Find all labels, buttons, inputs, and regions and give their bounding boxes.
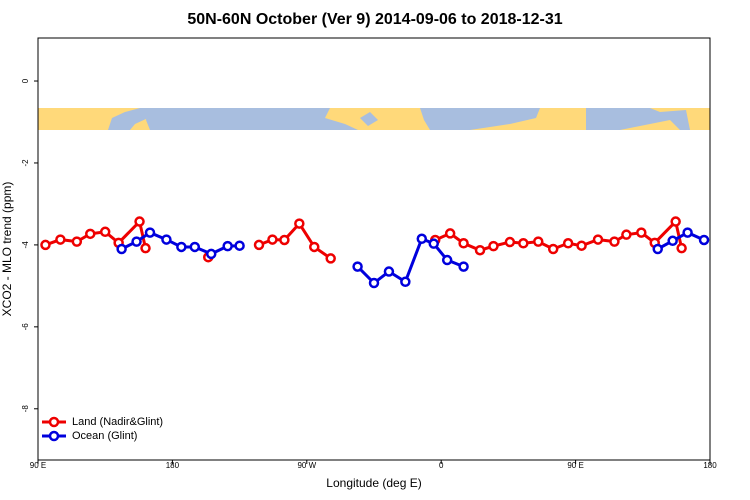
data-point <box>131 236 142 247</box>
data-point <box>636 227 647 238</box>
x-tick-label: 180 <box>703 461 717 470</box>
data-point <box>205 248 217 260</box>
data-point <box>144 227 156 238</box>
legend-label: Land (Nadir&Glint) <box>72 416 163 428</box>
data-point <box>267 234 278 245</box>
data-point <box>222 240 233 252</box>
data-point <box>294 218 305 229</box>
data-point <box>55 234 66 245</box>
data-point <box>368 277 380 289</box>
data-point <box>562 238 574 249</box>
data-point <box>504 236 516 248</box>
y-axis-title: XCO2 - MLO trend (ppm) <box>0 182 14 317</box>
y-tick-label: -6 <box>21 323 30 331</box>
data-point <box>474 244 486 256</box>
data-point <box>518 238 529 249</box>
x-tick-label: 90 E <box>30 461 46 470</box>
y-tick-label: -4 <box>21 241 30 249</box>
data-point <box>428 238 439 249</box>
data-point <box>416 233 428 245</box>
data-point <box>592 234 604 245</box>
data-point <box>134 216 145 227</box>
data-point <box>652 243 663 255</box>
data-point <box>533 236 544 247</box>
y-tick-label: -8 <box>21 405 30 413</box>
data-point <box>116 243 127 255</box>
chart-title: 50N-60N October (Ver 9) 2014-09-06 to 20… <box>187 11 562 28</box>
data-point <box>609 236 620 247</box>
data-point <box>444 228 456 239</box>
legend-marker <box>48 430 60 442</box>
data-point <box>234 240 245 251</box>
plot-frame <box>37 37 711 461</box>
data-point <box>383 266 395 277</box>
legend-marker <box>48 416 60 428</box>
data-point <box>71 236 83 247</box>
y-tick-label: -2 <box>21 159 30 167</box>
data-point <box>85 228 96 240</box>
data-point <box>676 242 687 254</box>
data-point <box>667 235 678 247</box>
x-tick-label: 90 E <box>567 461 583 470</box>
x-tick-label: 90 W <box>297 461 316 470</box>
map-strip <box>38 108 710 130</box>
data-point <box>279 234 290 246</box>
data-point <box>253 239 265 251</box>
data-point <box>576 240 587 251</box>
data-point <box>325 253 336 264</box>
y-tick-label: 0 <box>21 78 30 83</box>
data-point <box>488 240 499 252</box>
x-tick-label: 0 <box>439 461 444 470</box>
data-point <box>670 216 681 227</box>
data-point <box>682 227 693 238</box>
data-point <box>40 239 51 251</box>
data-point <box>621 229 632 240</box>
data-point <box>441 254 453 266</box>
data-point <box>176 241 187 253</box>
data-point <box>400 276 411 288</box>
data-point <box>161 234 172 245</box>
data-point <box>99 226 111 238</box>
data-point <box>458 261 469 272</box>
data-point <box>352 261 363 272</box>
data-point <box>189 241 201 253</box>
data-point <box>547 243 559 255</box>
x-axis-title: Longitude (deg E) <box>326 476 421 490</box>
legend-label: Ocean (Glint) <box>72 430 137 442</box>
data-point <box>458 238 469 249</box>
data-point <box>698 234 710 246</box>
x-tick-label: 180 <box>166 461 180 470</box>
data-point <box>309 241 320 253</box>
data-point <box>140 242 151 254</box>
